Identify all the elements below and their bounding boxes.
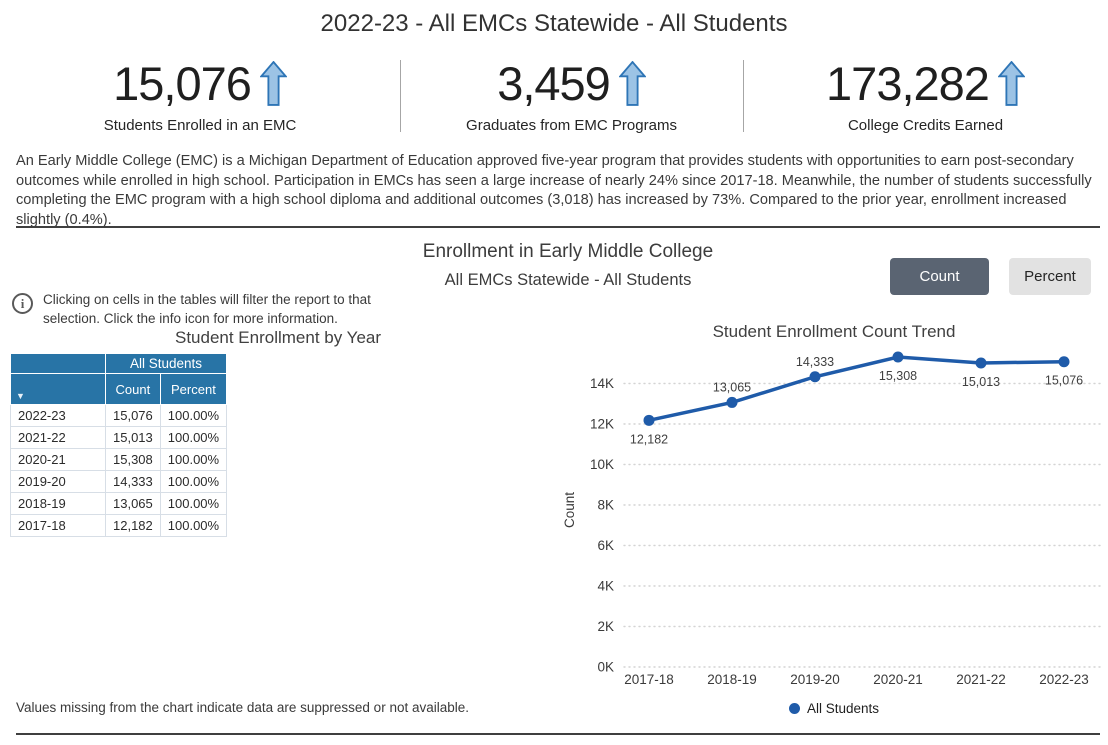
svg-text:10K: 10K <box>590 457 614 472</box>
table-group-header[interactable]: All Students <box>104 353 228 374</box>
kpi-row: 15,076 Students Enrolled in an EMC 3,459… <box>0 52 1108 140</box>
kpi-credits-value: 173,282 <box>826 56 990 110</box>
data-point-2021-22[interactable] <box>975 357 987 369</box>
svg-text:13,065: 13,065 <box>713 380 751 394</box>
svg-text:2019-20: 2019-20 <box>790 672 840 687</box>
svg-text:14K: 14K <box>590 376 614 391</box>
cell-percent[interactable]: 100.00% <box>159 448 228 471</box>
table-title: Student Enrollment by Year <box>174 328 382 347</box>
cell-percent[interactable]: 100.00% <box>159 514 228 537</box>
data-point-2022-23[interactable] <box>1058 356 1070 368</box>
cell-count[interactable]: 13,065 <box>105 492 161 515</box>
cell-count[interactable]: 15,308 <box>105 448 161 471</box>
table-row: 2017-18 12,182 100.00% <box>10 514 228 537</box>
cell-year[interactable]: 2019-20 <box>10 470 106 493</box>
data-point-2019-20[interactable] <box>809 371 821 383</box>
cell-count[interactable]: 15,013 <box>105 426 161 449</box>
svg-text:6K: 6K <box>597 538 614 553</box>
percent-toggle-button[interactable]: Percent <box>1009 258 1091 295</box>
svg-text:2K: 2K <box>597 619 614 634</box>
svg-text:2022-23: 2022-23 <box>1039 672 1089 687</box>
footer-note: Values missing from the chart indicate d… <box>16 700 469 715</box>
increase-arrow-icon <box>259 60 287 106</box>
sort-dropdown-icon[interactable]: ▼ <box>16 391 25 401</box>
kpi-divider <box>400 60 401 132</box>
data-point-2017-18[interactable] <box>643 414 655 426</box>
enrollment-trend-chart: 0K 2K 4K 6K 8K 10K 12K 14K Count 2017-18 12,182 201… <box>562 351 1105 687</box>
svg-text:12,182: 12,182 <box>630 432 668 446</box>
svg-text:8K: 8K <box>597 498 614 513</box>
svg-text:14,333: 14,333 <box>796 355 834 369</box>
cell-percent[interactable]: 100.00% <box>159 404 228 427</box>
count-toggle-button[interactable]: Count <box>890 258 989 295</box>
svg-text:0K: 0K <box>597 660 614 675</box>
table-corner-cell <box>10 353 106 374</box>
increase-arrow-icon <box>618 60 646 106</box>
section-subtitle: All EMCs Statewide - All Students <box>444 271 692 289</box>
cell-percent[interactable]: 100.00% <box>159 492 228 515</box>
top-divider <box>16 226 1100 228</box>
cell-year[interactable]: 2022-23 <box>10 404 106 427</box>
cell-year[interactable]: 2020-21 <box>10 448 106 471</box>
svg-text:2017-18: 2017-18 <box>624 672 674 687</box>
cell-count[interactable]: 15,076 <box>105 404 161 427</box>
svg-text:2020-21: 2020-21 <box>873 672 923 687</box>
cell-count[interactable]: 14,333 <box>105 470 161 493</box>
data-point-2018-19[interactable] <box>726 396 738 408</box>
svg-text:15,308: 15,308 <box>879 369 917 383</box>
column-header-count[interactable]: Count <box>105 373 161 405</box>
svg-text:Count: Count <box>562 492 577 528</box>
page-title: 2022-23 - All EMCs Statewide - All Stude… <box>320 10 788 37</box>
data-point-2020-21[interactable] <box>892 351 904 363</box>
legend-item-all-students[interactable]: All Students <box>560 701 1108 716</box>
kpi-graduates: 3,459 Graduates from EMC Programs <box>400 52 743 140</box>
svg-text:2018-19: 2018-19 <box>707 672 757 687</box>
bottom-divider <box>16 733 1100 735</box>
kpi-graduates-label: Graduates from EMC Programs <box>466 117 677 134</box>
info-row: i Clicking on cells in the tables will f… <box>12 291 412 328</box>
table-row: 2022-23 15,076 100.00% <box>10 404 228 427</box>
table-row: 2018-19 13,065 100.00% <box>10 492 228 515</box>
svg-text:15,013: 15,013 <box>962 375 1000 389</box>
section-title: Enrollment in Early Middle College <box>422 241 714 262</box>
kpi-enrolled: 15,076 Students Enrolled in an EMC <box>0 52 400 140</box>
kpi-enrolled-value: 15,076 <box>113 56 252 110</box>
row-header-cell[interactable]: ▼ <box>10 373 106 405</box>
kpi-credits-label: College Credits Earned <box>847 117 1004 134</box>
increase-arrow-icon <box>997 60 1025 106</box>
table-row: 2020-21 15,308 100.00% <box>10 448 228 471</box>
enrollment-table: All Students ▼ Count Percent 2022-23 15,0… <box>10 353 228 537</box>
cell-year[interactable]: 2021-22 <box>10 426 106 449</box>
cell-year[interactable]: 2018-19 <box>10 492 106 515</box>
column-header-percent[interactable]: Percent <box>159 373 228 405</box>
svg-text:12K: 12K <box>590 417 614 432</box>
svg-text:4K: 4K <box>597 579 614 594</box>
legend-dot-icon <box>788 703 800 714</box>
table-row: 2019-20 14,333 100.00% <box>10 470 228 493</box>
kpi-graduates-value: 3,459 <box>497 56 611 110</box>
cell-count[interactable]: 12,182 <box>105 514 161 537</box>
chart-title: Student Enrollment Count Trend <box>712 322 956 341</box>
enrollment-table-body: 2022-23 15,076 100.00% 2021-22 15,013 100.00%… <box>10 404 228 537</box>
cell-percent[interactable]: 100.00% <box>159 470 228 493</box>
svg-text:15,076: 15,076 <box>1045 374 1083 388</box>
cell-year[interactable]: 2017-18 <box>10 514 106 537</box>
info-note: Clicking on cells in the tables will fil… <box>43 292 371 326</box>
kpi-divider <box>743 60 744 132</box>
cell-percent[interactable]: 100.00% <box>159 426 228 449</box>
table-row: 2021-22 15,013 100.00% <box>10 426 228 449</box>
report-description: An Early Middle College (EMC) is a Michi… <box>16 153 1092 228</box>
kpi-credits: 173,282 College Credits Earned <box>743 52 1108 140</box>
legend-label: All Students <box>806 701 880 716</box>
svg-text:2021-22: 2021-22 <box>956 672 1006 687</box>
info-icon[interactable]: i <box>12 293 33 314</box>
kpi-enrolled-label: Students Enrolled in an EMC <box>103 117 297 134</box>
